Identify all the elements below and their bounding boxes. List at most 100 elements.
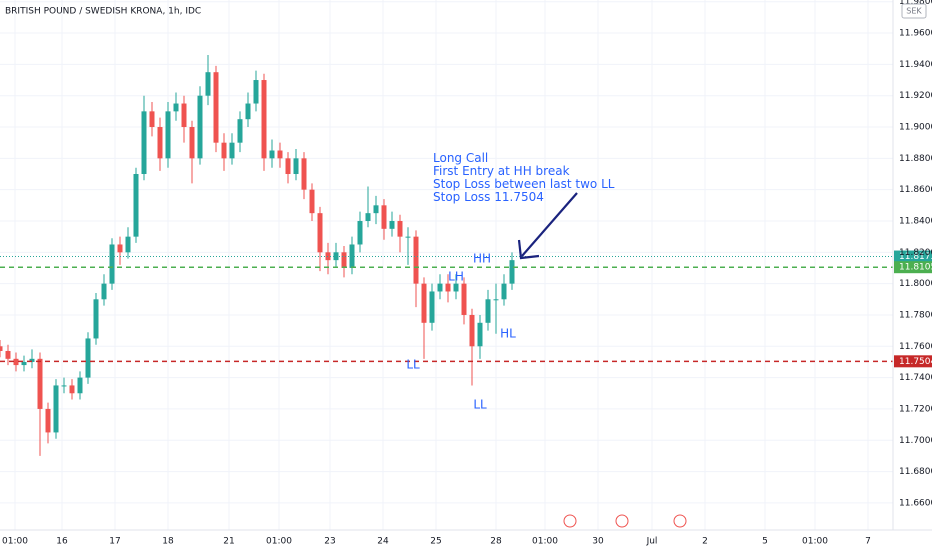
y-tick-label: 11.6600 <box>899 498 932 508</box>
candle-body <box>0 346 3 351</box>
candle-body <box>253 80 259 104</box>
chart-title: BRITISH POUND / SWEDISH KRONA, 1h, IDC <box>5 7 201 17</box>
candle-body <box>133 174 139 237</box>
candle-body <box>117 244 123 253</box>
candles <box>0 54 515 456</box>
candle-body <box>181 103 187 128</box>
candle-body <box>301 158 307 190</box>
x-tick-label: 16 <box>56 537 68 547</box>
grid <box>0 0 893 530</box>
candle-body <box>21 361 27 366</box>
y-tick-label: 11.8600 <box>899 185 932 195</box>
candle-body <box>197 95 203 159</box>
candle-body <box>485 299 491 323</box>
candle-body <box>45 408 51 433</box>
candle-body <box>213 72 219 143</box>
candle-body <box>389 220 395 229</box>
candle-body <box>53 385 59 433</box>
currency-box <box>901 3 927 19</box>
wave-label: LL <box>406 358 420 372</box>
x-tick-label: 01:00 <box>266 537 292 547</box>
x-tick-label: 5 <box>762 537 768 547</box>
candle-body <box>237 119 243 143</box>
candle-body <box>77 377 83 394</box>
y-tick-label: 11.6800 <box>899 467 932 477</box>
wave-label: HL <box>500 327 516 341</box>
candle-body <box>285 158 291 175</box>
candle-body <box>229 142 235 159</box>
candle-body <box>461 283 467 315</box>
y-tick-label: 11.7000 <box>899 436 932 446</box>
candle-body <box>189 127 195 159</box>
y-tick-label: 11.9200 <box>899 91 932 101</box>
last-price-label: 11.8173 <box>899 252 932 262</box>
candle-body <box>405 236 411 238</box>
candle-body <box>501 283 507 300</box>
wave-label: HH <box>473 252 491 266</box>
candle-body <box>101 283 107 300</box>
y-tick-label: 11.9400 <box>899 60 932 70</box>
x-tick-label: 01:00 <box>802 537 828 547</box>
candle-body <box>437 283 443 292</box>
candle-body <box>125 236 131 253</box>
level-tag <box>894 261 932 274</box>
y-tick-label: 11.7400 <box>899 373 932 383</box>
x-tick-label: 28 <box>490 537 502 547</box>
x-tick-label: 23 <box>324 537 335 547</box>
x-tick-label: 30 <box>592 537 604 547</box>
candle-body <box>61 385 67 387</box>
y-tick-label: 11.8000 <box>899 279 932 289</box>
candle-body <box>429 291 435 323</box>
x-tick-label: 21 <box>223 537 234 547</box>
x-tick-label: 01:00 <box>2 537 28 547</box>
candle-body <box>269 150 275 159</box>
level-label: 11.8105 <box>899 263 932 273</box>
candle-body <box>261 80 267 159</box>
candle-body <box>29 358 35 362</box>
candle-body <box>93 299 99 339</box>
y-tick-label: 11.7600 <box>899 342 932 352</box>
currency: SEK <box>906 7 922 16</box>
candle-body <box>277 150 283 159</box>
level-label: 11.7504 <box>899 357 932 367</box>
wave-label: LL <box>473 398 487 412</box>
candle-body <box>309 189 315 214</box>
candle-body <box>157 127 163 159</box>
candle-body <box>293 158 299 175</box>
candle-body <box>445 283 451 292</box>
level-tag <box>894 355 932 368</box>
candle-body <box>397 220 403 237</box>
levels: 11.817313:4311.810511.7504 <box>0 250 932 368</box>
y-tick-label: 11.8400 <box>899 216 932 226</box>
candle-body <box>477 322 483 347</box>
y-tick-label: 11.8800 <box>899 154 932 164</box>
candle-body <box>13 358 19 366</box>
candle-body <box>493 299 499 301</box>
candle-body <box>5 350 11 359</box>
candle-body <box>245 103 251 120</box>
candle-body <box>317 213 323 253</box>
candle-body <box>413 236 419 284</box>
x-tick-label: 25 <box>430 537 441 547</box>
note-line: First Entry at HH break <box>433 164 570 178</box>
x-tick-label: 01:00 <box>532 537 558 547</box>
event-icons <box>563 514 687 528</box>
candle-body <box>173 103 179 112</box>
candle-body <box>509 260 515 284</box>
candle-body <box>69 385 75 394</box>
y-tick-label: 11.8200 <box>899 248 932 258</box>
note-line: Stop Loss between last two LL <box>433 177 615 191</box>
candle-body <box>149 111 155 128</box>
candle-body <box>373 205 379 214</box>
note-line: Long Call <box>433 151 488 165</box>
x-tick-label: 24 <box>377 537 389 547</box>
candle-body <box>357 220 363 245</box>
candle-body <box>141 111 147 175</box>
arrow <box>517 192 578 260</box>
x-tick-label: 17 <box>109 537 120 547</box>
x-tick-label: 18 <box>162 537 174 547</box>
